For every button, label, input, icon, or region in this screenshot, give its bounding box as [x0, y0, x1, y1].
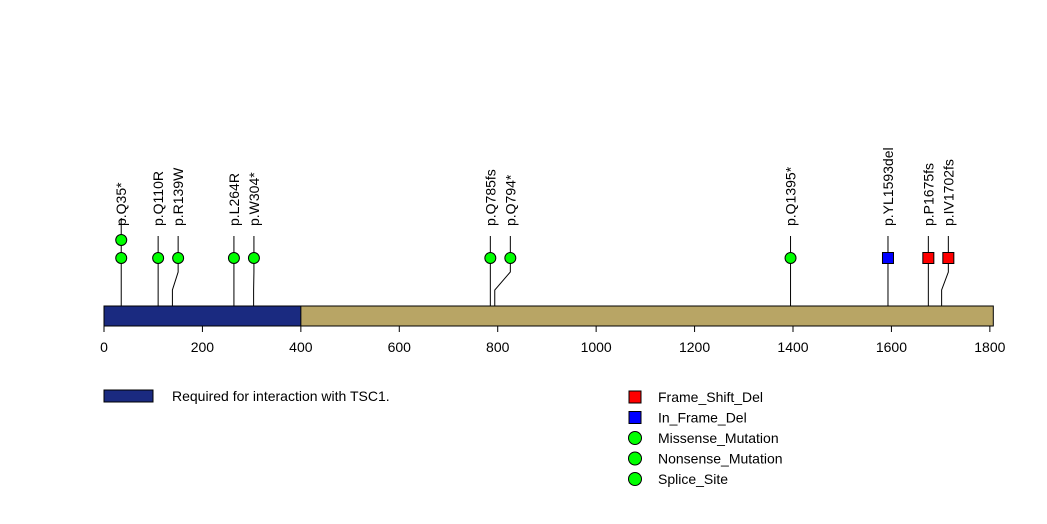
mutation-label-6: p.Q794* [502, 174, 518, 226]
mutation-marker-6-0 [504, 252, 517, 264]
legend-swatch-3 [628, 451, 642, 466]
mutation-label-9: p.P1675fs [920, 163, 936, 226]
domain-legend-label-0: Required for interaction with TSC1. [172, 388, 390, 404]
mutation-label-8: p.YL1593del [880, 147, 896, 226]
x-tick-label-1600: 1600 [876, 339, 907, 355]
mutation-label-3: p.L264R [226, 173, 242, 226]
mutation-stem-10 [941, 236, 949, 306]
mutation-marker-5-0 [484, 252, 497, 264]
mutation-stem-2 [171, 236, 179, 306]
mutation-marker-10-0 [942, 252, 955, 264]
domain-legend-swatch-0 [103, 389, 154, 403]
mutation-marker-9-0 [922, 252, 935, 264]
legend-label-0: Frame_Shift_Del [658, 389, 763, 405]
mutation-label-10: p.IV1702fs [940, 159, 956, 226]
mutation-marker-0-0 [115, 252, 128, 264]
mutation-labels: p.Q35* p.Q110R p.R139W p.L264R p.W304* p.Q785… [113, 147, 956, 226]
mutation-type-legend: Frame_Shift_Del In_Frame_Del Missense_Muta… [628, 389, 783, 487]
legend-swatch-2 [628, 431, 642, 445]
mutation-label-0: p.Q35* [113, 182, 129, 226]
mutation-marker-0-1 [115, 234, 128, 246]
mutation-label-4: p.W304* [246, 172, 262, 226]
x-tick-label-1800: 1800 [974, 339, 1005, 355]
mutation-marker-7-0 [784, 252, 797, 264]
mutation-stems [120, 218, 949, 306]
domain-legend: Required for interaction with TSC1. [103, 388, 390, 404]
x-tick-label-1400: 1400 [777, 339, 808, 355]
x-tick-label-200: 200 [191, 339, 215, 355]
x-tick-label-400: 400 [289, 339, 313, 355]
x-tick-label-0: 0 [100, 339, 108, 355]
mutation-markers [115, 234, 955, 264]
mutation-label-1: p.Q110R [150, 171, 166, 226]
mutation-marker-1-0 [152, 252, 165, 264]
x-tick-label-600: 600 [388, 339, 412, 355]
domain-0 [103, 305, 302, 327]
mutation-marker-8-0 [881, 252, 894, 264]
x-axis: 0 200 400 600 800 1000 1200 1400 1600 1800 [100, 326, 1006, 355]
legend-swatch-1 [628, 411, 642, 424]
mutation-label-7: p.Q1395* [783, 166, 799, 226]
mutation-marker-3-0 [227, 252, 240, 264]
legend-label-3: Nonsense_Mutation [658, 451, 783, 467]
x-tick-label-1200: 1200 [679, 339, 710, 355]
legend-label-1: In_Frame_Del [658, 410, 747, 426]
x-tick-label-1000: 1000 [581, 339, 612, 355]
legend-swatch-0 [628, 390, 642, 404]
mutation-marker-2-0 [172, 252, 185, 264]
x-tick-label-800: 800 [486, 339, 510, 355]
legend-swatch-4 [628, 472, 642, 486]
legend-label-2: Missense_Mutation [658, 430, 779, 446]
mutation-marker-4-0 [247, 252, 260, 264]
mutation-label-2: p.R139W [170, 167, 186, 226]
mutation-stem-6 [494, 236, 511, 306]
mutation-label-5: p.Q785fs [482, 169, 498, 226]
domain-layer [103, 305, 302, 327]
legend-label-4: Splice_Site [658, 471, 728, 487]
